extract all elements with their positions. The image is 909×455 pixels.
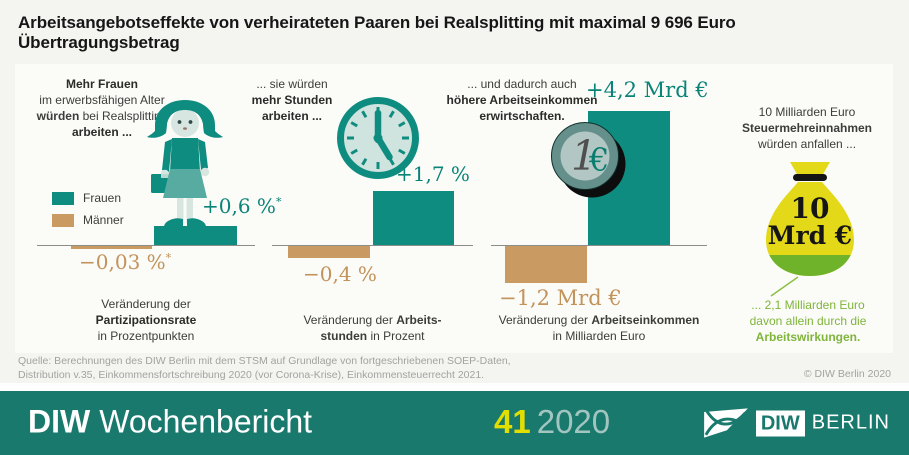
frauen-swatch-icon [52, 191, 74, 205]
legend-item-maenner: Männer [52, 209, 124, 231]
panel1-caption: Veränderung der Partizipationsrate in Pr… [95, 297, 197, 343]
diw-logo-icon [703, 408, 748, 438]
brand-title: DIW Wochenbericht [28, 403, 313, 440]
panel3-heading: ... und dadurch auch höhere Arbeitseinko… [446, 77, 598, 123]
connector-line [770, 276, 799, 297]
panel2-bar-maenner [288, 245, 370, 258]
panel3-pos-value: +4,2 Mrd € [586, 78, 709, 102]
bag-amount: 10 Mrd € [767, 192, 853, 250]
berlin-logo-text: BERLIN [811, 411, 890, 434]
panel2-bar-frauen [373, 191, 454, 245]
panel2-axis [272, 245, 473, 246]
legend-label-maenner: Männer [83, 213, 124, 227]
clock-icon [337, 97, 419, 179]
legend-item-frauen: Frauen [52, 187, 124, 209]
sidebar-heading: 10 Milliarden Euro Steuermehreinnahmen w… [741, 105, 873, 151]
woman-icon [147, 100, 223, 226]
maenner-swatch-icon [52, 213, 74, 227]
legend-label-frauen: Frauen [83, 191, 122, 205]
diw-logo-text: DIW [755, 410, 805, 436]
issue-number: 41 2020 [494, 402, 611, 440]
sidebar-note: ... 2,1 Milliarden Euro davon allein dur… [749, 298, 867, 344]
money-bag-icon [766, 162, 854, 276]
panel1-neg-value: −0,03 %* [79, 250, 172, 274]
panel1-heading: Mehr Frauen im erwerbsfähigen Alter würd… [36, 77, 168, 139]
euro-coin-icon: 1 € [551, 122, 626, 198]
legend: Frauen Männer [52, 187, 124, 231]
panel1-pos-value: +0,6 %* [202, 194, 282, 218]
source-note: Quelle: Berechnungen des DIW Berlin mit … [18, 355, 511, 381]
panel2-caption: Veränderung der Arbeits- stunden in Proz… [303, 313, 442, 343]
svg-text:1: 1 [571, 132, 597, 180]
panel3-axis [491, 245, 707, 246]
panel3-caption: Veränderung der Arbeitseinkommen in Mill… [498, 313, 700, 343]
panel1-axis [37, 245, 255, 246]
svg-text:€: € [588, 141, 609, 179]
panel2-pos-value: +1,7 % [396, 162, 470, 186]
divider-strip [0, 383, 909, 391]
panel2-neg-value: −0,4 % [303, 262, 377, 286]
copyright: © DIW Berlin 2020 [803, 368, 891, 380]
footer-bar: DIW Wochenbericht 41 2020 DIW BERLIN [0, 391, 909, 455]
panel3-bar-maenner [505, 245, 587, 283]
panel1-bar-frauen [154, 226, 237, 245]
panel2-heading: ... sie würden mehr Stunden arbeiten ... [251, 77, 333, 123]
panel1-bar-maenner [71, 245, 152, 249]
page-title: Arbeitsangebotseffekte von verheirateten… [18, 13, 736, 52]
panel3-neg-value: −1,2 Mrd € [499, 286, 622, 310]
diw-berlin-logo: DIW BERLIN [703, 408, 890, 439]
